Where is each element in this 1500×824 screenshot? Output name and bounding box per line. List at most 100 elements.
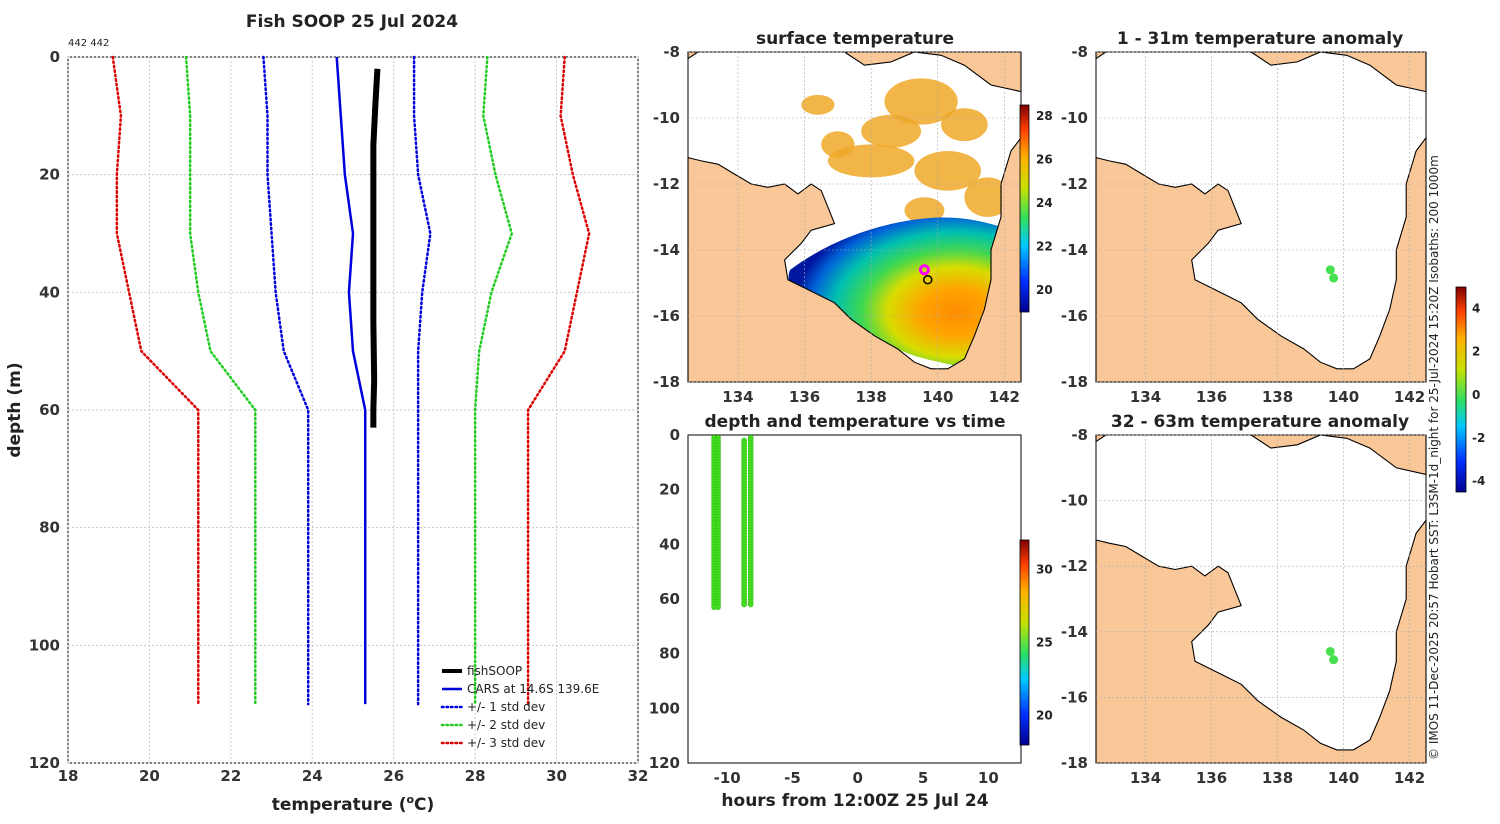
depth-time-colorbar-ticks: 20 25 30 — [1036, 562, 1053, 722]
sst-colorbar-tick-label: 26 — [1036, 152, 1053, 166]
anomaly-colorbar — [1455, 286, 1467, 493]
profile-x-tick-label: 32 — [628, 767, 649, 785]
sst-map-lat-tick-label: -10 — [653, 109, 680, 127]
anomaly-point — [1329, 273, 1339, 283]
sst-map-lon-tick-label: 140 — [922, 388, 953, 406]
depth-time-y-tick-label: 80 — [659, 645, 680, 663]
sst-marker-previous — [923, 274, 933, 285]
profile-y-axis-label: depth (m) — [5, 362, 25, 457]
profile-y-tick-label: 80 — [39, 519, 60, 537]
sst-map-ticks: 134 136 138 140 142 -8 -10 -12 -14 -16 -18 — [653, 43, 1020, 406]
land-polygon — [687, 136, 1022, 383]
profile-x-tick-label: 22 — [220, 767, 241, 785]
anomaly-map-1-lat-tick-label: -14 — [1061, 241, 1088, 259]
anomaly-map-1-lon-tick-label: 136 — [1196, 388, 1227, 406]
anomaly-map-2-grid — [1096, 434, 1426, 764]
sst-map-lon-tick-label: 138 — [855, 388, 886, 406]
depth-time-x-tick-label: -10 — [714, 769, 741, 787]
anomaly-map-1-lon-tick-label: 134 — [1130, 388, 1161, 406]
sst-cloud-gap-patch — [914, 151, 982, 191]
profile-x-tick-label: 24 — [302, 767, 323, 785]
profile-y-tick-label: 20 — [39, 166, 60, 184]
side-caption: © IMOS 11-Dec-2025 20:57 Hobart SST: L3S… — [1427, 155, 1441, 760]
anomaly-point — [1325, 265, 1335, 275]
legend-entry-label: CARS at 14.6S 139.6E — [467, 682, 599, 696]
sst-cloud-gap-patch — [801, 94, 835, 115]
profile-series-line-7 — [526, 55, 591, 706]
sst-map-lat-tick-label: -14 — [653, 241, 680, 259]
sst-map-panel: surface temperature 134 136 138 140 142 -8 -10… — [653, 29, 1053, 406]
legend-entry-label: fishSOOP — [467, 664, 522, 678]
sst-map-lat-tick-label: -12 — [653, 175, 680, 193]
sst-colorbar-ticks: 20 22 24 26 28 — [1036, 109, 1053, 297]
sst-colorbar-tick-label: 24 — [1036, 196, 1053, 210]
profile-panel: Fish SOOP 25 Jul 2024 442 442 18 20 22 24 26… — [5, 12, 648, 815]
depth-time-point — [715, 604, 721, 611]
profile-x-tick-label: 26 — [383, 767, 404, 785]
profile-y-tick-label: 120 — [29, 754, 60, 772]
sst-cloud-patches — [801, 78, 1012, 224]
sst-cloud-gap-patch — [964, 177, 1012, 217]
profile-legend: fishSOOP CARS at 14.6S 139.6E +/- 1 std de… — [440, 664, 599, 750]
profile-series-line-0 — [370, 68, 381, 428]
depth-time-colorbar-tick-label: 20 — [1036, 709, 1053, 723]
anomaly-map-2-lat-tick-label: -18 — [1061, 754, 1088, 772]
sst-map-lat-tick-label: -8 — [663, 43, 680, 61]
profile-series-line-6 — [111, 55, 200, 706]
anomaly-map-1-title: 1 - 31m temperature anomaly — [1117, 29, 1403, 49]
anomaly-map-1-lon-tick-label: 142 — [1394, 388, 1425, 406]
anomaly-map-1-lat-tick-label: -16 — [1061, 307, 1088, 325]
anomaly-colorbar-tick-label: 0 — [1472, 388, 1480, 402]
anomaly-map-2-points — [1325, 646, 1339, 665]
anomaly-map-1-lon-tick-label: 138 — [1262, 388, 1293, 406]
anomaly-colorbar-tick-label: -2 — [1472, 431, 1485, 445]
sst-cloud-gap-patch — [821, 131, 855, 158]
profile-series-line-5 — [473, 55, 514, 706]
anomaly-map-2-lon-tick-label: 138 — [1262, 769, 1293, 787]
anomaly-map-2-lon-tick-label: 134 — [1130, 769, 1161, 787]
sst-colorbar-tick-label: 20 — [1036, 283, 1053, 297]
depth-time-points — [711, 434, 754, 611]
anomaly-map-2-lon-tick-label: 136 — [1196, 769, 1227, 787]
sst-colorbar — [1019, 104, 1030, 313]
sst-colorbar-tick-label: 28 — [1036, 109, 1053, 123]
sst-marker-current — [918, 264, 930, 276]
sst-map-grid — [688, 51, 1021, 383]
profile-title: Fish SOOP 25 Jul 2024 — [246, 12, 458, 32]
depth-time-y-tick-label: 20 — [659, 481, 680, 499]
sst-cloud-gap-patch — [904, 197, 945, 224]
land-polygon — [1095, 518, 1427, 764]
profile-y-tick-label: 60 — [39, 401, 60, 419]
anomaly-map-1-ticks: 134 136 138 140 142 -8 -10 -12 -14 -16 -18 — [1061, 43, 1425, 406]
profile-x-tick-label: 18 — [58, 767, 79, 785]
profile-x-tick-label: 20 — [139, 767, 160, 785]
profile-series-line-1 — [335, 56, 367, 705]
profile-series-line-3 — [412, 55, 432, 706]
depth-time-y-tick-label: 60 — [659, 590, 680, 608]
anomaly-colorbar-ticks: 4 2 0 -2 -4 — [1472, 302, 1485, 489]
anomaly-colorbar-tick-label: 2 — [1472, 345, 1480, 359]
depth-time-colorbar-tick-label: 25 — [1036, 636, 1053, 650]
anomaly-map-1-panel: 1 - 31m temperature anomaly 134 136 138 140… — [1061, 29, 1427, 406]
legend-entry-label: +/- 1 std dev — [467, 700, 545, 714]
sst-colorbar-tick-label: 22 — [1036, 240, 1053, 254]
profile-ticks: 18 20 22 24 26 28 30 32 0 20 40 60 80 100 120 — [29, 48, 649, 785]
depth-time-panel: depth and temperature vs time -10 -5 0 5 100… — [649, 412, 1053, 811]
sst-cloud-gap-patch — [861, 114, 922, 148]
anomaly-map-1-lat-tick-label: -18 — [1061, 373, 1088, 391]
legend-entry-label: +/- 2 std dev — [467, 718, 545, 732]
sst-map-lon-tick-label: 136 — [789, 388, 820, 406]
depth-time-y-tick-label: 100 — [649, 699, 680, 717]
depth-time-x-tick-label: -5 — [784, 769, 801, 787]
profile-x-tick-label: 28 — [465, 767, 486, 785]
anomaly-map-2-ticks: 134 136 138 140 142 -8 -10 -12 -14 -16 -18 — [1061, 426, 1425, 787]
sst-map-lon-tick-label: 142 — [989, 388, 1020, 406]
anomaly-map-2-lat-tick-label: -8 — [1071, 426, 1088, 444]
profile-series — [111, 55, 591, 706]
anomaly-map-2-lat-tick-label: -16 — [1061, 688, 1088, 706]
anomaly-map-1-lon-tick-label: 140 — [1328, 388, 1359, 406]
depth-time-x-tick-label: 5 — [918, 769, 928, 787]
depth-time-x-tick-label: 10 — [978, 769, 999, 787]
depth-time-point — [747, 601, 754, 608]
